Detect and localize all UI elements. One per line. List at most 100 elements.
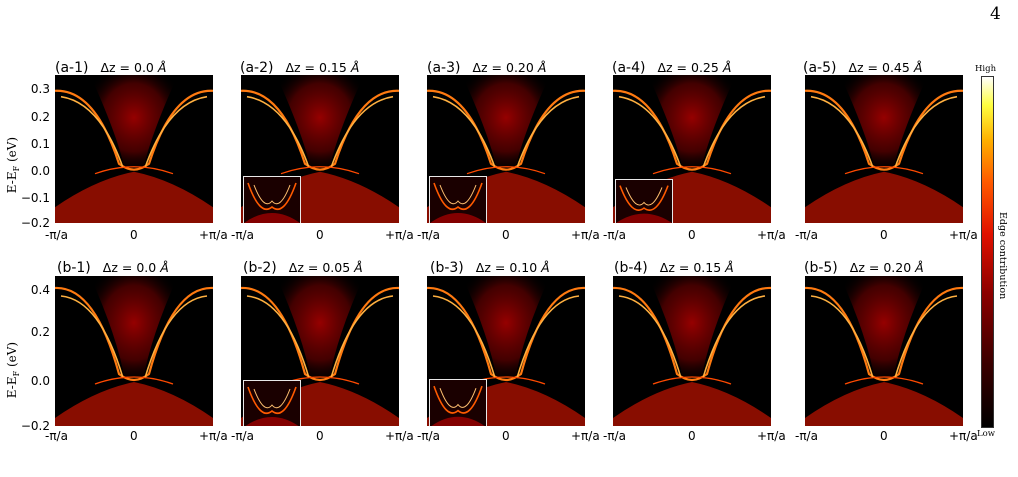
dz-unit: Å xyxy=(915,260,924,275)
dz-unit: Å xyxy=(157,60,167,75)
zoom-inset xyxy=(243,380,301,426)
edge-state-band xyxy=(246,95,310,169)
edge-state-band xyxy=(805,89,885,171)
panel-title-b3: (b-3) Δz = 0.10 Å xyxy=(430,260,550,276)
edge-state-band xyxy=(55,89,135,171)
dz-value: Δz = 0.45 xyxy=(848,60,910,75)
panel-title-b4: (b-4) Δz = 0.15 Å xyxy=(614,260,734,276)
x-tick-label: 0 xyxy=(130,429,138,443)
edge-state-band xyxy=(330,95,394,169)
dz-unit: Å xyxy=(537,60,547,75)
band-structure-plot-b1 xyxy=(55,276,213,426)
bulk-lower-band xyxy=(805,382,963,426)
x-tick-label: +π/a xyxy=(199,228,228,242)
band-structure-plot-a3 xyxy=(427,75,585,223)
y-tick-label: 0.0 xyxy=(30,164,50,178)
edge-state-band xyxy=(618,95,682,169)
y-tick-label: 0.1 xyxy=(30,137,50,151)
edge-state-band xyxy=(810,95,874,169)
panel-title-b1: (b-1) Δz = 0.0 Å xyxy=(57,260,169,276)
dz-value: Δz = 0.20 xyxy=(849,260,912,275)
x-tick-label: -π/a xyxy=(231,228,254,242)
bulk-cone xyxy=(462,276,550,380)
x-tick-label: +π/a xyxy=(571,429,600,443)
x-tick-label: -π/a xyxy=(603,228,626,242)
y-tick-label: 0.2 xyxy=(30,110,50,124)
band-structure-plot-a5 xyxy=(805,75,963,223)
band-structure-plot-b2 xyxy=(241,276,399,426)
panel-tag: (b-1) xyxy=(57,260,91,276)
bulk-cone xyxy=(276,75,364,170)
dz-value: Δz = 0.10 xyxy=(475,260,538,275)
band-structure-plot-b5 xyxy=(805,276,963,426)
edge-state-band xyxy=(894,295,958,379)
edge-state-band xyxy=(246,295,310,379)
x-tick-label: 0 xyxy=(688,228,696,242)
edge-state-band xyxy=(432,295,496,379)
dz-value: Δz = 0.15 xyxy=(285,60,347,75)
edge-state-band xyxy=(241,286,321,382)
bulk-lower-band xyxy=(55,382,213,426)
edge-state-band xyxy=(55,286,135,382)
panel-tag: (b-3) xyxy=(430,260,464,276)
edge-state-band xyxy=(319,89,399,171)
x-tick-label: 0 xyxy=(502,429,510,443)
edge-state-band xyxy=(691,286,771,382)
panel-title-a4: (a-4) Δz = 0.25 Å xyxy=(612,60,731,76)
x-tick-label: -π/a xyxy=(45,429,68,443)
dz-unit: Å xyxy=(160,260,169,275)
panel-title-a3: (a-3) Δz = 0.20 Å xyxy=(427,60,546,76)
edge-state-band xyxy=(652,376,732,385)
dz-value: Δz = 0.0 xyxy=(102,260,157,275)
colorbar xyxy=(981,76,994,428)
x-tick-label: 0 xyxy=(502,228,510,242)
bulk-cone xyxy=(276,276,364,380)
dz-value: Δz = 0.15 xyxy=(659,260,722,275)
bulk-lower-band xyxy=(613,382,771,426)
edge-state-band xyxy=(60,95,124,169)
zoom-inset xyxy=(429,379,487,426)
edge-state-band xyxy=(691,89,771,171)
panel-tag: (a-5) xyxy=(803,60,837,76)
x-tick-label: -π/a xyxy=(603,429,626,443)
zoom-inset xyxy=(429,176,487,223)
edge-state-band xyxy=(516,295,580,379)
x-tick-label: -π/a xyxy=(795,429,818,443)
edge-state-band xyxy=(844,166,924,175)
x-tick-label: 0 xyxy=(688,429,696,443)
edge-state-band xyxy=(505,286,585,382)
edge-state-band xyxy=(894,95,958,169)
dz-value: Δz = 0.20 xyxy=(472,60,534,75)
edge-state-band xyxy=(516,95,580,169)
x-tick-label: +π/a xyxy=(949,228,978,242)
y-tick-label: 0.0 xyxy=(30,374,50,388)
edge-state-band xyxy=(133,286,213,382)
x-tick-label: 0 xyxy=(880,429,888,443)
x-tick-label: +π/a xyxy=(385,228,414,242)
colorbar-low-label: Low xyxy=(977,429,996,439)
edge-state-band xyxy=(94,376,174,385)
panel-tag: (b-5) xyxy=(804,260,838,276)
x-tick-label: -π/a xyxy=(417,429,440,443)
band-structure-plot-b3 xyxy=(427,276,585,426)
panel-title-b2: (b-2) Δz = 0.05 Å xyxy=(243,260,363,276)
y-tick-label: 0.4 xyxy=(30,283,50,297)
band-structure-plot-a4 xyxy=(613,75,771,223)
bulk-lower-band xyxy=(805,171,963,223)
x-tick-label: +π/a xyxy=(199,429,228,443)
edge-state-band xyxy=(144,95,208,169)
zoom-inset xyxy=(243,176,301,223)
x-tick-label: -π/a xyxy=(795,228,818,242)
edge-state-band xyxy=(94,166,174,175)
edge-state-band xyxy=(505,89,585,171)
y-tick-label: −0.2 xyxy=(20,216,50,230)
edge-state-band xyxy=(280,166,360,175)
dz-unit: Å xyxy=(354,260,363,275)
y-tick-label: 0.3 xyxy=(30,82,50,96)
edge-state-band xyxy=(805,286,885,382)
edge-state-band xyxy=(613,286,693,382)
band-structure-plot-a2 xyxy=(241,75,399,223)
panel-title-b5: (b-5) Δz = 0.20 Å xyxy=(804,260,924,276)
bulk-cone xyxy=(648,75,736,170)
x-tick-label: +π/a xyxy=(949,429,978,443)
